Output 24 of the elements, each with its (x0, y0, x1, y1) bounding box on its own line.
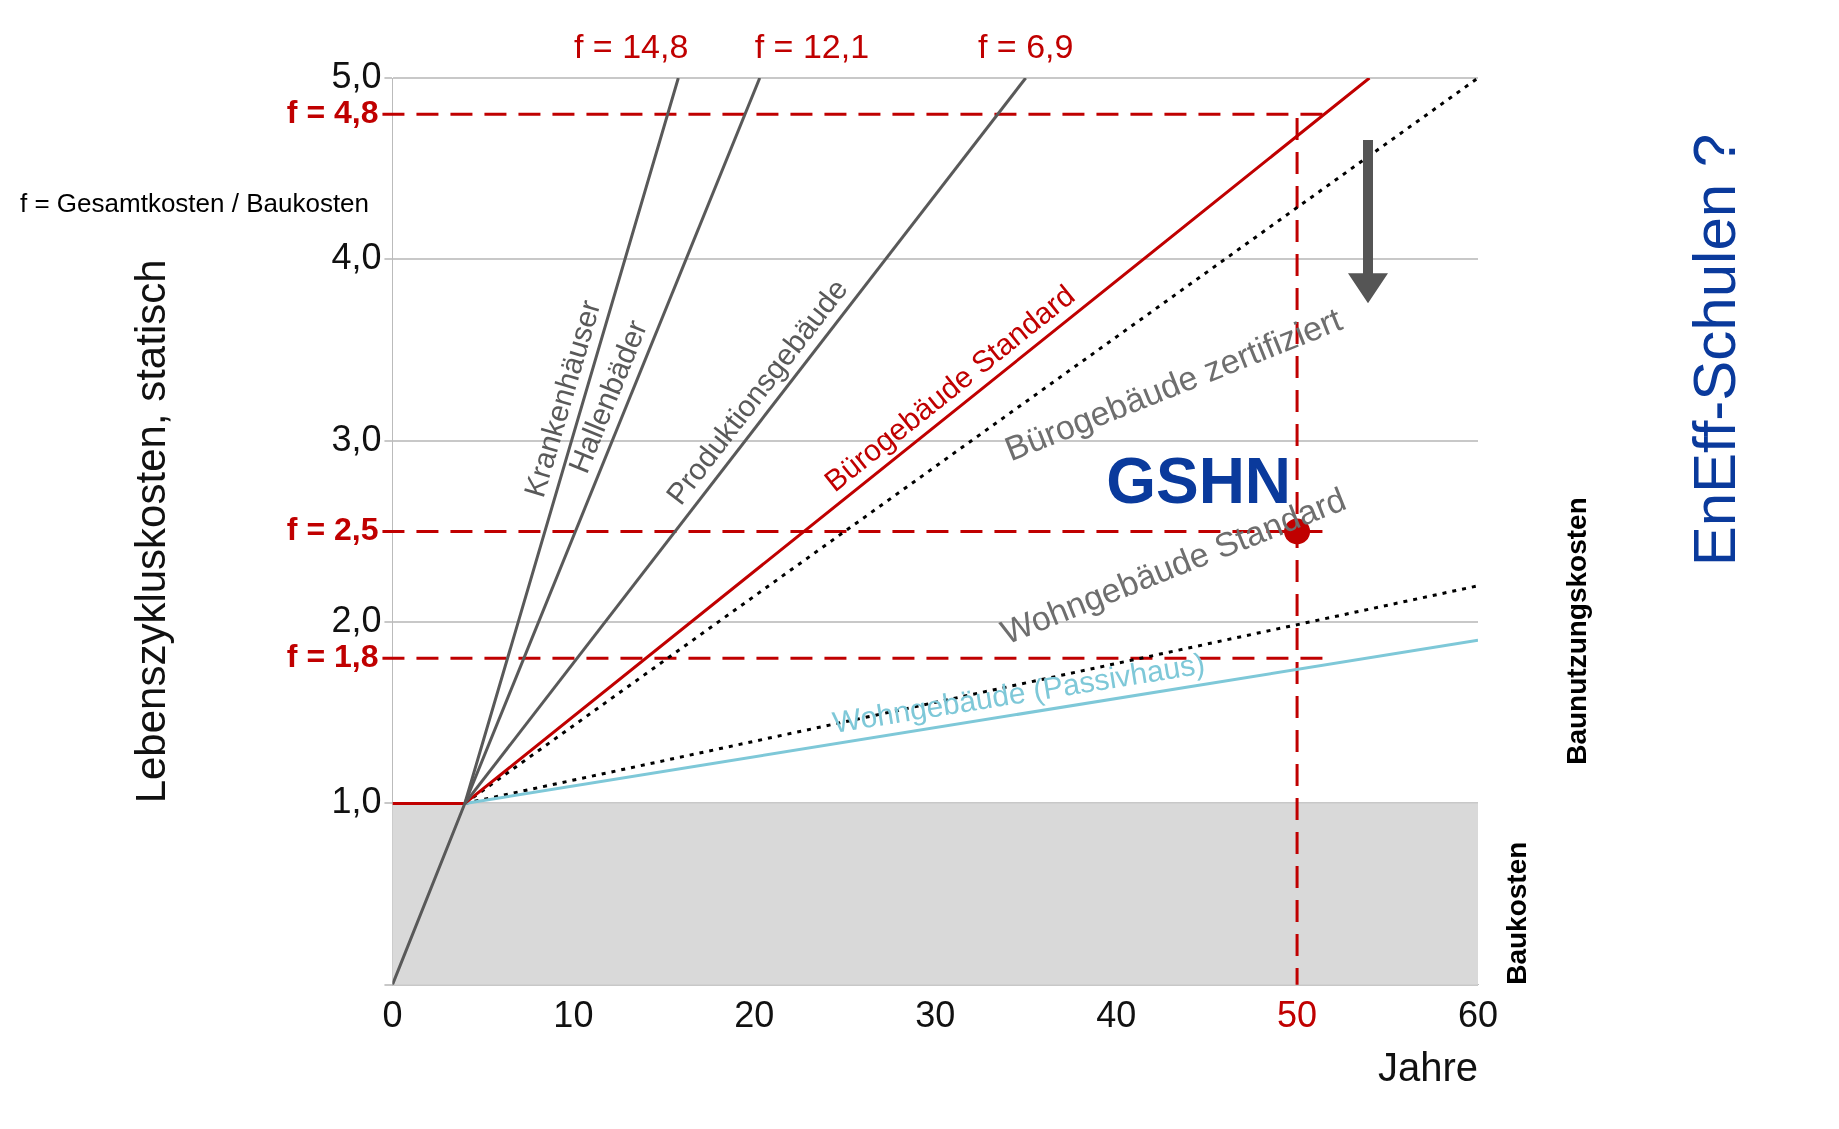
annotation: f = 6,9 (977, 27, 1074, 66)
annotation: f = 14,8 (573, 27, 689, 66)
text: EnEff-Schulen ? (1680, 133, 1748, 567)
annotation: f = 12,1 (754, 27, 870, 66)
y-tick-label: 2,0 (331, 599, 382, 640)
x-axis-title: Jahre (1377, 1045, 1478, 1090)
x-tick-label: 60 (1457, 994, 1499, 1036)
ref-line-label: f = 4,8 (286, 94, 379, 131)
text: Baunutzungskosten (1560, 497, 1592, 765)
text: Baukosten (1500, 841, 1532, 985)
x-tick-label: 40 (1096, 994, 1137, 1036)
ref-line-label: f = 1,8 (286, 638, 379, 675)
y-tick-label: 1,0 (331, 780, 382, 822)
y-tick-label: 3,0 (331, 417, 382, 459)
y-axis-title: Lebenszykluskosten, statisch (126, 259, 174, 804)
y-tick-label: 4,0 (331, 236, 382, 278)
x-tick-label: 50 (1277, 994, 1318, 1036)
x-tick-label: 20 (734, 994, 775, 1036)
text: f = Gesamtkosten / Baukosten (20, 188, 370, 219)
ref-line-label: f = 2,5 (286, 511, 379, 548)
y-tick-label: 5,0 (331, 54, 382, 96)
x-tick-label: 30 (915, 994, 956, 1036)
x-tick-label: 0 (382, 994, 403, 1036)
x-tick-label: 10 (553, 994, 594, 1036)
